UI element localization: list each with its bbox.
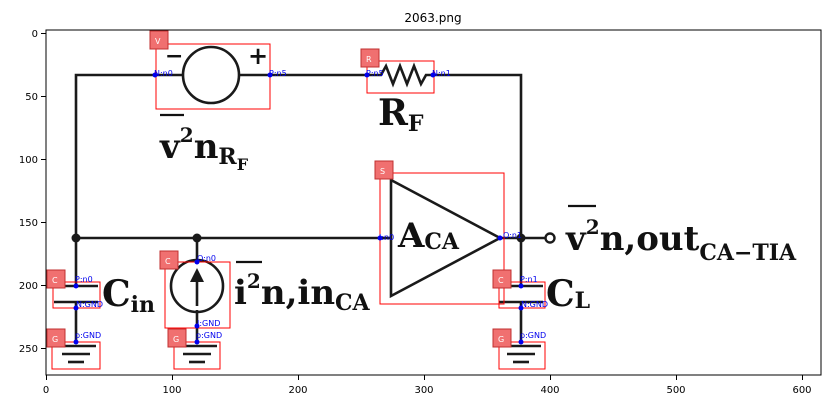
pin-dot bbox=[73, 339, 79, 345]
tag-box bbox=[492, 269, 512, 289]
pin-label: p:GND bbox=[75, 331, 101, 340]
pin-dot bbox=[267, 72, 273, 78]
tag-box bbox=[46, 328, 66, 348]
circuit-wires bbox=[71, 73, 556, 344]
y-tick-label: 50 bbox=[25, 92, 38, 103]
tag-label: C bbox=[498, 276, 504, 285]
output-terminal bbox=[544, 232, 556, 244]
junction-dot bbox=[516, 233, 526, 243]
label-cin: Cin bbox=[102, 273, 155, 318]
pin-label: N:n1 bbox=[432, 69, 451, 78]
y-tick-label: 200 bbox=[19, 281, 38, 292]
wire-left-top bbox=[74, 73, 155, 238]
tag-box bbox=[46, 269, 66, 289]
tag-box bbox=[374, 160, 394, 180]
tag-label: G bbox=[52, 335, 58, 344]
pin-dot bbox=[518, 305, 524, 311]
x-axis: 0 100 200 300 400 500 600 bbox=[43, 375, 812, 396]
resistor-zigzag bbox=[367, 62, 433, 88]
y-tick-label: 250 bbox=[19, 344, 38, 355]
pin-label: P:n1 bbox=[520, 275, 538, 284]
pin-label: P:n5 bbox=[366, 69, 384, 78]
label-in-ca: i2n,inCA bbox=[234, 269, 371, 316]
tag-box bbox=[167, 328, 187, 348]
label-aca: ACA bbox=[397, 216, 460, 256]
y-axis: 0 50 100 150 200 250 bbox=[19, 29, 46, 355]
figure-title: 2063.png bbox=[404, 11, 461, 25]
tag-label: R bbox=[366, 55, 372, 64]
current-arrow-icon bbox=[190, 268, 204, 282]
pin-label: I:GND bbox=[197, 319, 220, 328]
voltage-source: − + bbox=[155, 41, 270, 105]
wire-right-top bbox=[433, 73, 523, 238]
minus-sign: − bbox=[165, 43, 183, 69]
pin-dot bbox=[364, 72, 370, 78]
tag-box bbox=[149, 30, 169, 50]
pin-dot bbox=[73, 283, 79, 289]
pin-label: N:GND bbox=[521, 300, 548, 309]
pin-dot bbox=[518, 339, 524, 345]
pin-label: N:n0 bbox=[154, 69, 173, 78]
label-rf: RF bbox=[378, 92, 424, 137]
plus-sign: + bbox=[248, 41, 268, 70]
pin-label: N:GND bbox=[76, 300, 103, 309]
pin-dot bbox=[194, 259, 200, 265]
pin-dot bbox=[518, 283, 524, 289]
circuit-labels: RF v2nRF ACA Cin i2n,inCA CL v2n,outCA−T… bbox=[102, 92, 797, 318]
x-tick-label: 100 bbox=[162, 385, 181, 396]
pin-label: O:n1 bbox=[503, 231, 522, 240]
pin-label: O:n0 bbox=[197, 254, 216, 263]
component-tags: V R S C C C G G G bbox=[46, 30, 512, 348]
pin-dot bbox=[194, 323, 200, 329]
label-vn-out: v2n,outCA−TIA bbox=[565, 215, 797, 266]
pins: N:n0 P:n5 P:n5 N:n1 I:n0 O:n1 P:n0 N:GND… bbox=[73, 69, 548, 345]
pin-dot bbox=[497, 235, 503, 241]
y-tick-label: 150 bbox=[19, 218, 38, 229]
y-tick-label: 0 bbox=[32, 29, 38, 40]
tag-box bbox=[159, 250, 179, 270]
x-tick-label: 0 bbox=[43, 385, 49, 396]
tag-label: C bbox=[52, 276, 58, 285]
pin-dot bbox=[194, 339, 200, 345]
tag-label: C bbox=[165, 257, 171, 266]
pin-label: p:GND bbox=[196, 331, 222, 340]
x-tick-label: 200 bbox=[288, 385, 307, 396]
tag-label: V bbox=[155, 37, 161, 46]
pin-label: P:n0 bbox=[75, 275, 93, 284]
pin-label: I:n0 bbox=[379, 233, 394, 242]
x-tick-label: 500 bbox=[666, 385, 685, 396]
tag-box bbox=[492, 328, 512, 348]
tag-label: S bbox=[380, 167, 385, 176]
tag-label: G bbox=[498, 335, 504, 344]
y-tick-label: 100 bbox=[19, 155, 38, 166]
junction-dot bbox=[71, 233, 81, 243]
label-vn-rf: v2nRF bbox=[159, 123, 249, 174]
tag-label: G bbox=[173, 335, 179, 344]
label-cl: CL bbox=[546, 273, 590, 315]
pin-dot bbox=[430, 72, 436, 78]
pin-dot bbox=[152, 72, 158, 78]
pin-label: P:n5 bbox=[269, 69, 287, 78]
pin-label: p:GND bbox=[520, 331, 546, 340]
tag-box bbox=[360, 48, 380, 68]
x-tick-label: 600 bbox=[792, 385, 811, 396]
pin-dot bbox=[377, 235, 383, 241]
x-tick-label: 300 bbox=[414, 385, 433, 396]
junction-dot bbox=[192, 233, 202, 243]
pin-dot bbox=[73, 305, 79, 311]
x-tick-label: 400 bbox=[540, 385, 559, 396]
